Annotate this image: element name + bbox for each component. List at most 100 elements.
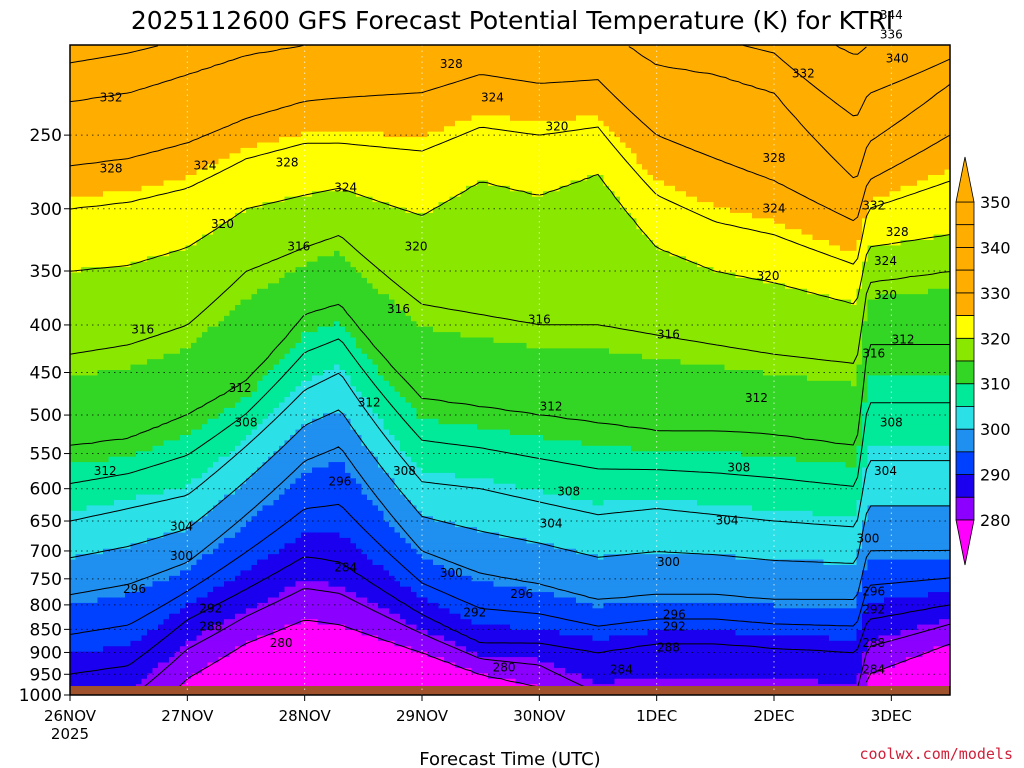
field-cell bbox=[163, 516, 170, 523]
field-cell bbox=[114, 180, 121, 187]
field-cell bbox=[224, 61, 231, 68]
field-cell bbox=[196, 559, 203, 566]
field-cell bbox=[196, 657, 203, 664]
field-cell bbox=[235, 93, 242, 100]
field-cell bbox=[207, 602, 214, 609]
field-cell bbox=[273, 310, 280, 317]
field-cell bbox=[202, 126, 209, 133]
field-cell bbox=[108, 305, 115, 312]
field-cell bbox=[92, 175, 99, 182]
field-cell bbox=[180, 99, 187, 106]
field-cell bbox=[295, 256, 302, 263]
field-cell bbox=[180, 66, 187, 73]
field-cell bbox=[224, 223, 231, 230]
field-cell bbox=[130, 559, 137, 566]
field-cell bbox=[86, 272, 93, 279]
field-cell bbox=[229, 456, 236, 463]
field-cell bbox=[147, 164, 154, 171]
field-cell bbox=[268, 505, 275, 512]
field-cell bbox=[213, 435, 220, 442]
field-cell bbox=[246, 50, 253, 57]
field-cell bbox=[268, 191, 275, 198]
field-cell bbox=[218, 413, 225, 420]
field-cell bbox=[246, 169, 253, 176]
field-cell bbox=[147, 202, 154, 209]
field-cell bbox=[224, 657, 231, 664]
field-cell bbox=[152, 597, 159, 604]
field-cell bbox=[108, 240, 115, 247]
field-cell bbox=[262, 608, 269, 615]
field-cell bbox=[152, 646, 159, 653]
field-cell bbox=[202, 608, 209, 615]
field-cell bbox=[152, 131, 159, 138]
field-cell bbox=[130, 45, 137, 52]
field-cell bbox=[207, 418, 214, 425]
field-cell bbox=[246, 418, 253, 425]
field-cell bbox=[92, 375, 99, 382]
field-cell bbox=[235, 532, 242, 539]
field-cell bbox=[125, 440, 132, 447]
field-cell bbox=[97, 175, 104, 182]
field-cell bbox=[251, 294, 258, 301]
field-cell bbox=[108, 640, 115, 647]
field-cell bbox=[125, 142, 132, 149]
field-cell bbox=[86, 45, 93, 52]
field-cell bbox=[268, 180, 275, 187]
field-cell bbox=[125, 72, 132, 79]
field-cell bbox=[180, 575, 187, 582]
field-cell bbox=[81, 483, 88, 490]
field-cell bbox=[284, 559, 291, 566]
field-cell bbox=[246, 326, 253, 333]
field-cell bbox=[174, 359, 181, 366]
field-cell bbox=[268, 332, 275, 339]
field-cell bbox=[295, 272, 302, 279]
field-cell bbox=[158, 120, 165, 127]
field-cell bbox=[169, 429, 176, 436]
field-cell bbox=[290, 678, 297, 685]
field-cell bbox=[136, 489, 143, 496]
field-cell bbox=[180, 521, 187, 528]
field-cell bbox=[268, 657, 275, 664]
field-cell bbox=[158, 180, 165, 187]
field-cell bbox=[163, 185, 170, 192]
field-cell bbox=[251, 386, 258, 393]
field-cell bbox=[70, 662, 77, 669]
field-cell bbox=[284, 294, 291, 301]
field-cell bbox=[81, 651, 88, 658]
field-cell bbox=[114, 326, 121, 333]
field-cell bbox=[235, 592, 242, 599]
field-cell bbox=[86, 386, 93, 393]
field-cell bbox=[196, 375, 203, 382]
field-cell bbox=[75, 397, 82, 404]
field-cell bbox=[163, 630, 170, 637]
field-cell bbox=[262, 158, 269, 165]
field-cell bbox=[284, 613, 291, 620]
field-cell bbox=[185, 299, 192, 306]
field-cell bbox=[224, 565, 231, 572]
field-cell bbox=[81, 380, 88, 387]
field-cell bbox=[235, 581, 242, 588]
field-cell bbox=[224, 88, 231, 95]
field-cell bbox=[103, 413, 110, 420]
field-cell bbox=[224, 153, 231, 160]
field-cell bbox=[114, 175, 121, 182]
field-cell bbox=[268, 169, 275, 176]
field-cell bbox=[257, 510, 264, 517]
field-cell bbox=[218, 99, 225, 106]
field-cell bbox=[141, 305, 148, 312]
field-cell bbox=[136, 234, 143, 241]
field-cell bbox=[97, 651, 104, 658]
field-cell bbox=[136, 391, 143, 398]
field-cell bbox=[240, 397, 247, 404]
field-cell bbox=[119, 565, 126, 572]
field-cell bbox=[218, 110, 225, 117]
field-cell bbox=[130, 353, 137, 360]
field-cell bbox=[279, 418, 286, 425]
field-cell bbox=[152, 467, 159, 474]
field-cell bbox=[108, 462, 115, 469]
field-cell bbox=[180, 657, 187, 664]
field-cell bbox=[246, 478, 253, 485]
field-cell bbox=[246, 667, 253, 674]
field-cell bbox=[284, 147, 291, 154]
field-cell bbox=[191, 169, 198, 176]
